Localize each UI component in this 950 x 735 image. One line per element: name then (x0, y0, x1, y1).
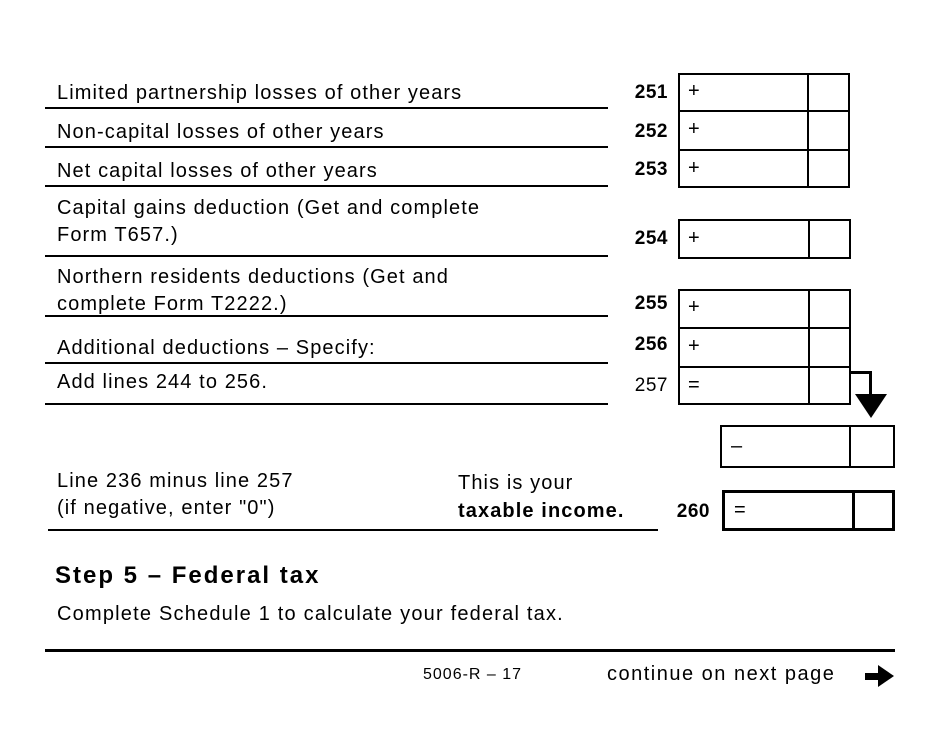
line-number-257: 257 (634, 375, 668, 396)
row-underline-256 (45, 362, 608, 364)
operator-257: = (688, 374, 700, 396)
footer-rule (45, 649, 895, 652)
line-number-254: 254 (634, 228, 668, 249)
taxable-income-caption-line1: This is your (458, 472, 574, 494)
taxable-income-caption: This is your taxable income. (458, 469, 625, 525)
row-underline-251 (45, 107, 608, 109)
taxable-income-caption-line2: taxable income. (458, 500, 625, 522)
row-divider (680, 366, 849, 368)
step5-heading: Step 5 – Federal tax (55, 562, 321, 589)
row-underline-254 (45, 255, 608, 257)
row-label-255-line1: Northern residents deductions (Get and (57, 266, 449, 288)
row-divider (680, 149, 848, 151)
row-underline-255 (45, 315, 608, 317)
operator-260: = (734, 499, 746, 521)
row-underline-253 (45, 185, 608, 187)
result-label-line1: Line 236 minus line 257 (57, 470, 294, 492)
line-number-251: 251 (634, 82, 668, 103)
result-underline (48, 529, 658, 531)
result-label: Line 236 minus line 257 (if negative, en… (57, 468, 294, 522)
line-number-253: 253 (634, 159, 668, 180)
carry-operator: – (731, 435, 743, 457)
row-underline-257 (45, 403, 608, 405)
right-arrow-tip (878, 665, 894, 687)
line-number-252: 252 (634, 121, 668, 142)
row-label-253: Net capital losses of other years (57, 160, 378, 182)
cents-divider (808, 291, 810, 403)
cents-divider (849, 427, 851, 466)
step5-body: Complete Schedule 1 to calculate your fe… (57, 603, 564, 625)
operator-256: + (688, 335, 700, 357)
right-arrow-bar (865, 673, 880, 680)
amount-field-group-251-253[interactable] (678, 73, 850, 188)
row-underline-252 (45, 146, 608, 148)
row-label-254-line1: Capital gains deduction (Get and complet… (57, 197, 481, 219)
amount-field-260[interactable] (722, 490, 895, 531)
row-label-255-line2: complete Form T2222.) (57, 293, 288, 315)
carry-connector-line (849, 371, 872, 374)
row-label-254-line2: Form T657.) (57, 224, 179, 246)
line-number-256: 256 (634, 334, 668, 355)
cents-divider (808, 221, 810, 257)
operator-253: + (688, 157, 700, 179)
amount-field-group-255-257[interactable] (678, 289, 851, 405)
row-divider (680, 327, 849, 329)
operator-251: + (688, 80, 700, 102)
row-label-251: Limited partnership losses of other year… (57, 82, 463, 104)
carry-connector-line (869, 371, 872, 394)
row-label-257: Add lines 244 to 256. (57, 371, 269, 393)
cents-divider (807, 75, 809, 186)
row-label-256: Additional deductions – Specify: (57, 337, 376, 359)
amount-field-254[interactable] (678, 219, 851, 259)
row-divider (680, 110, 848, 112)
line-number-260: 260 (676, 501, 710, 522)
row-label-255: Northern residents deductions (Get and c… (57, 264, 449, 318)
right-arrow-icon (865, 664, 895, 688)
down-arrow-icon (855, 394, 887, 418)
carry-amount-field[interactable] (720, 425, 895, 468)
row-label-252: Non-capital losses of other years (57, 121, 385, 143)
operator-255: + (688, 296, 700, 318)
operator-252: + (688, 118, 700, 140)
footer-form-code: 5006-R – 17 (423, 666, 523, 683)
row-label-254: Capital gains deduction (Get and complet… (57, 195, 480, 249)
continue-next-page-text: continue on next page (607, 663, 836, 685)
cents-divider (852, 493, 855, 528)
line-number-255: 255 (634, 293, 668, 314)
result-label-line2: (if negative, enter "0") (57, 497, 276, 519)
operator-254: + (688, 227, 700, 249)
